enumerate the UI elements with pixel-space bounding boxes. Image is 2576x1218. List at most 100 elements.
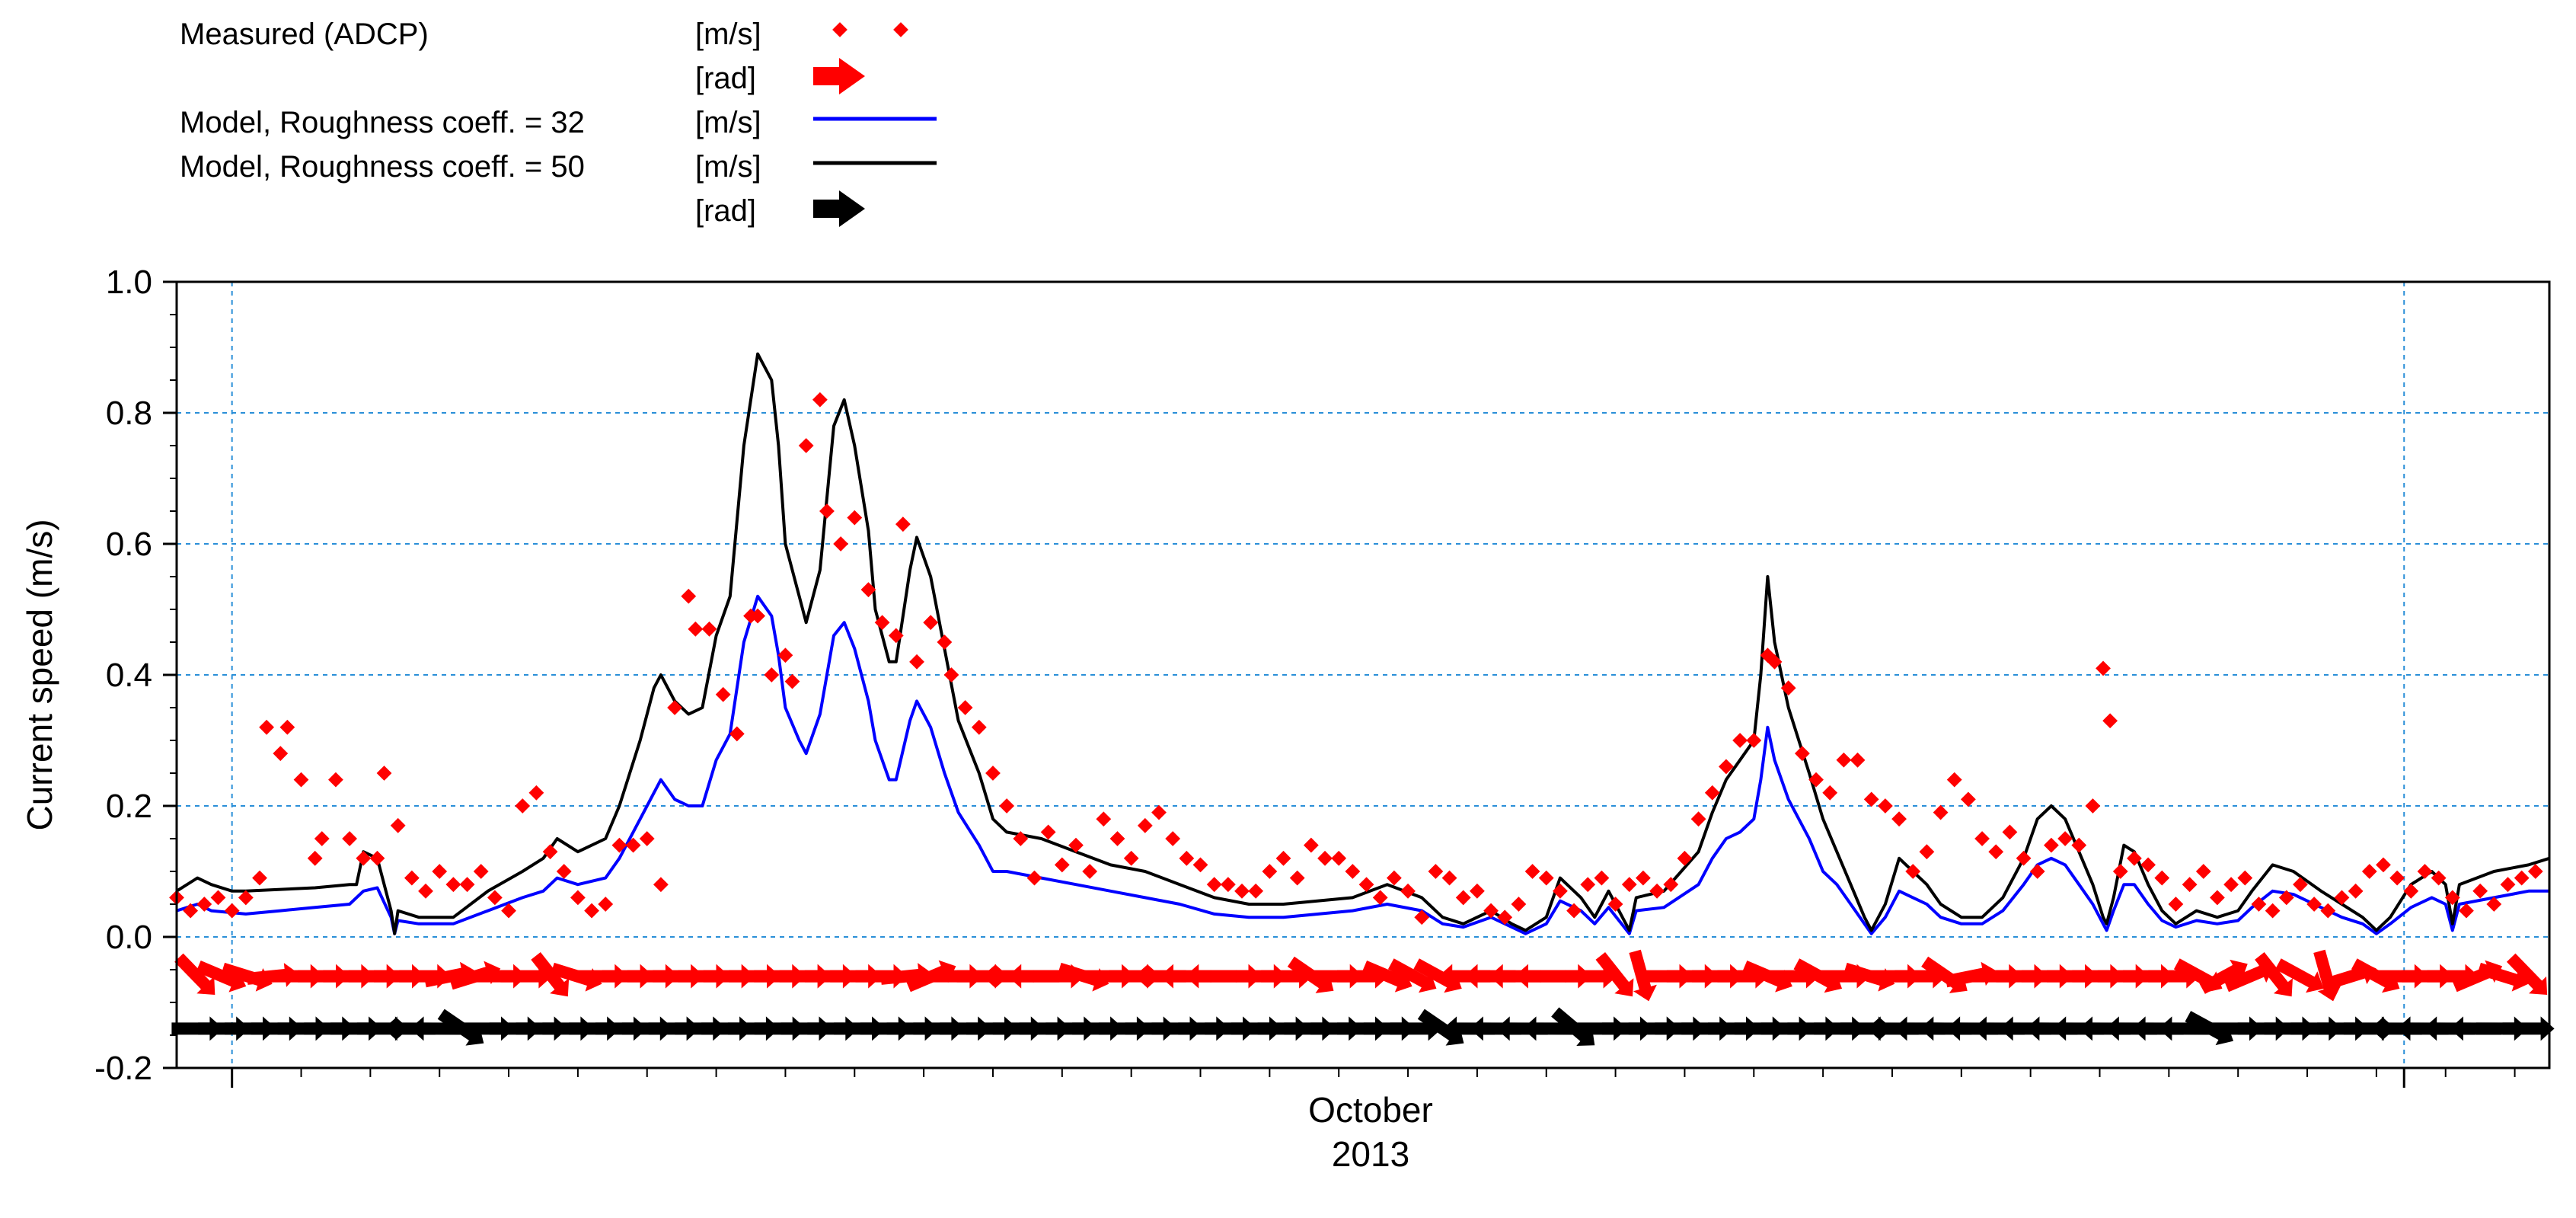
measured-point [1455, 890, 1471, 906]
measured-point [314, 831, 330, 846]
measured-point [2044, 837, 2059, 853]
measured-direction-arrow [2199, 959, 2248, 994]
measured-point [1621, 877, 1637, 893]
measured-point [1497, 910, 1513, 925]
measured-point [2140, 857, 2156, 873]
measured-point [1988, 844, 2004, 860]
measured-point [1511, 897, 1527, 912]
measured-point [1096, 811, 1112, 827]
measured-point [2334, 890, 2350, 906]
model-direction-arrow [2502, 1016, 2555, 1041]
measured-point [1863, 791, 1879, 807]
measured-point [819, 504, 835, 519]
x-tick-label-month: October [1308, 1090, 1433, 1130]
measured-point [293, 772, 309, 788]
measured-direction-arrow [1793, 958, 1843, 993]
measured-point [342, 831, 358, 846]
measured-point [777, 647, 793, 663]
measured-point [999, 798, 1015, 814]
measured-point [1248, 883, 1264, 899]
y-tick-label: -0.2 [94, 1050, 152, 1087]
plot-area: -0.2 0.0 0.2 0.4 0.6 0.8 1.0 [94, 264, 2555, 1088]
measured-points [169, 392, 2543, 925]
measured-point [445, 877, 461, 893]
measured-point [715, 686, 731, 702]
measured-point [1317, 850, 1333, 866]
measured-direction-arrow [1945, 961, 1997, 988]
measured-point [2389, 870, 2405, 886]
measured-point [1013, 831, 1029, 846]
measured-point [2417, 864, 2433, 879]
measured-point [701, 621, 717, 637]
measured-point [1836, 752, 1852, 768]
measured-direction-arrow [1595, 951, 1634, 997]
measured-point [2127, 850, 2142, 866]
measured-point [2168, 897, 2184, 912]
measured-direction-arrow [221, 962, 273, 992]
measured-point [1345, 864, 1361, 879]
legend-arrow-measured-icon [813, 58, 865, 94]
measured-point [2431, 870, 2447, 886]
measured-point [1960, 791, 1976, 807]
plot-frame [175, 280, 2551, 1069]
measured-point [1275, 850, 1291, 866]
measured-direction-arrow [1843, 962, 1895, 992]
measured-point [1331, 850, 1347, 866]
measured-point [874, 615, 890, 631]
y-tick-label: 0.0 [106, 919, 152, 956]
measured-point [1165, 831, 1181, 846]
measured-point [2306, 897, 2322, 912]
measured-point [688, 621, 704, 637]
measured-point [1040, 824, 1056, 840]
measured-direction-arrow [2506, 953, 2548, 995]
measured-point [1192, 857, 1208, 873]
measured-point [1905, 864, 1921, 879]
measured-point [943, 667, 959, 683]
measured-direction-arrow [1287, 956, 1334, 993]
legend-marker-measured [832, 22, 908, 37]
measured-point [1524, 864, 1540, 879]
measured-direction-arrow [174, 953, 215, 995]
measured-point [2320, 903, 2336, 919]
measured-direction-arrow [551, 962, 602, 992]
measured-direction-arrow [2477, 962, 2529, 992]
measured-point [459, 877, 475, 893]
measured-point [183, 903, 199, 919]
measured-direction-arrows [174, 949, 2548, 1002]
legend-label-model50: Model, Roughness coeff. = 50 [180, 150, 585, 184]
measured-point [985, 766, 1001, 781]
legend-label-model32: Model, Roughness coeff. = 32 [180, 106, 585, 139]
measured-point [2348, 883, 2364, 899]
measured-point [570, 890, 586, 906]
measured-point [224, 903, 240, 919]
measured-direction-arrow [2351, 958, 2400, 993]
measured-point [515, 798, 531, 814]
x-tick-label-year: 2013 [1332, 1134, 1409, 1174]
measured-point [1746, 733, 1762, 748]
measured-point [2002, 824, 2018, 840]
measured-point [2527, 864, 2543, 879]
measured-direction-arrow [2255, 951, 2293, 997]
measured-point [1850, 752, 1866, 768]
measured-point [1234, 883, 1250, 899]
measured-point [1877, 798, 1893, 814]
measured-direction-arrow [1742, 961, 1792, 993]
measured-point [639, 831, 655, 846]
legend-unit-measured-direction: [rad] [695, 62, 756, 95]
measured-point [1414, 910, 1430, 925]
measured-point [784, 673, 800, 689]
measured-point [556, 864, 572, 879]
measured-point [812, 392, 828, 408]
measured-point [1303, 837, 1319, 853]
series [175, 352, 2550, 935]
measured-point [1919, 844, 1935, 860]
measured-point [2251, 897, 2267, 912]
measured-point [860, 582, 876, 598]
measured-point [2500, 877, 2516, 893]
measured-point [1179, 850, 1195, 866]
measured-point [1822, 785, 1838, 801]
measured-direction-arrow [2313, 949, 2341, 1002]
x-axis-minor-ticks [231, 1068, 2516, 1077]
measured-point [598, 897, 614, 912]
measured-point [1780, 680, 1796, 696]
